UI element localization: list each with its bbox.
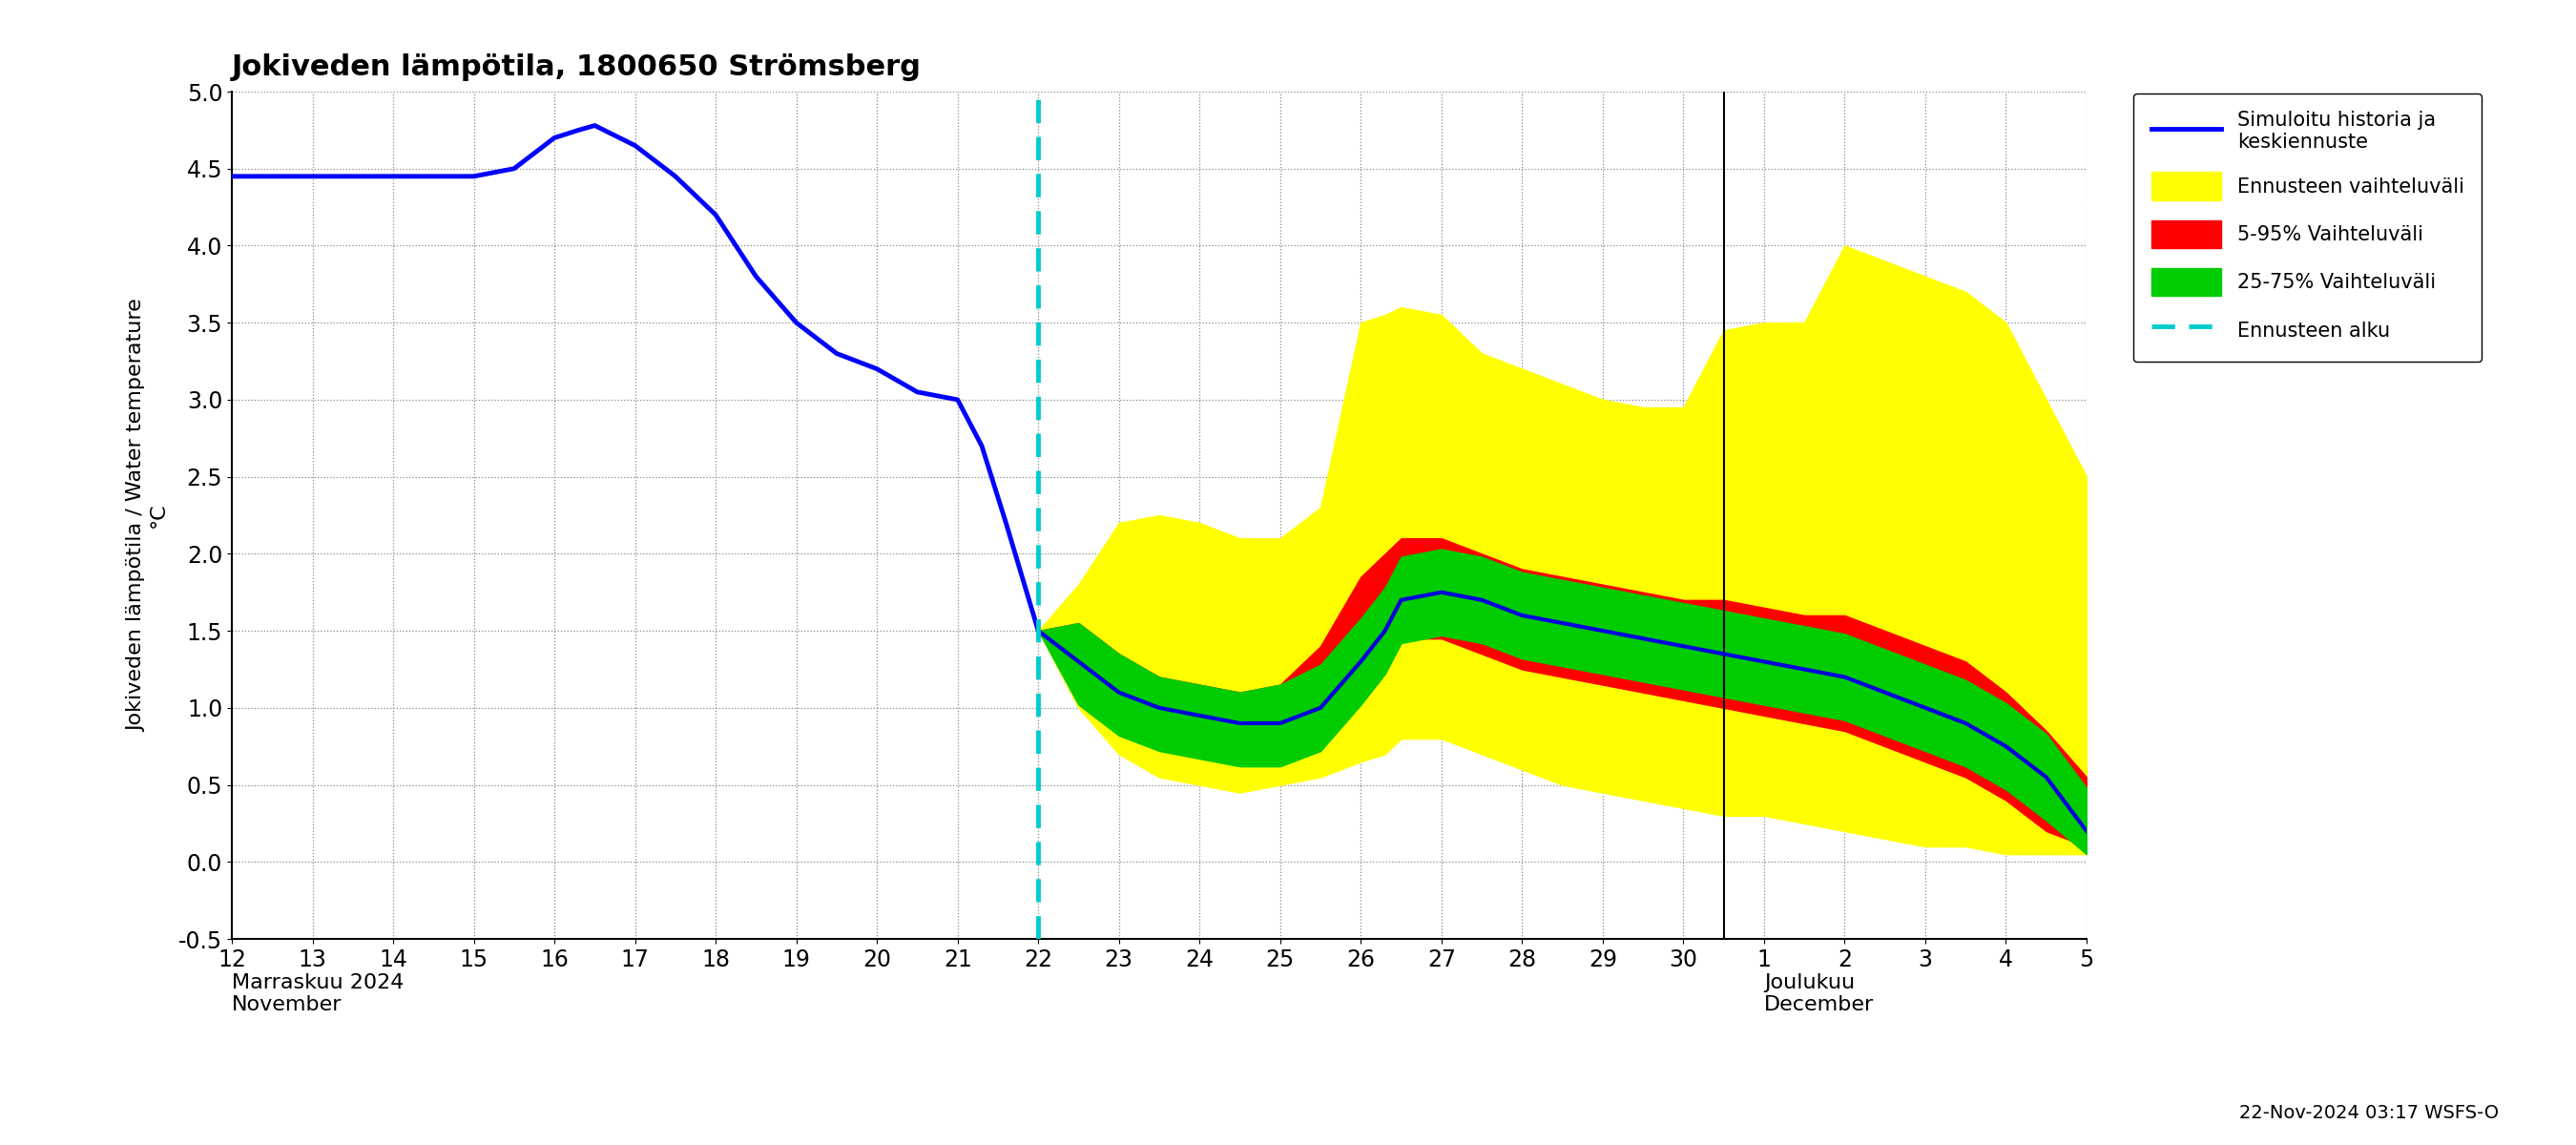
Text: Jokiveden lämpötila, 1800650 Strömsberg: Jokiveden lämpötila, 1800650 Strömsberg <box>232 54 922 81</box>
Text: 22-Nov-2024 03:17 WSFS-O: 22-Nov-2024 03:17 WSFS-O <box>2239 1104 2499 1122</box>
Text: Joulukuu
December: Joulukuu December <box>1765 973 1873 1014</box>
Y-axis label: Jokiveden lämpötila / Water temperature
°C: Jokiveden lämpötila / Water temperature … <box>126 299 167 732</box>
Legend: Simuloitu historia ja
keskiennuste, Ennusteen vaihteluväli, 5-95% Vaihteluväli, : Simuloitu historia ja keskiennuste, Ennu… <box>2133 93 2481 362</box>
Text: Marraskuu 2024
November: Marraskuu 2024 November <box>232 973 404 1014</box>
